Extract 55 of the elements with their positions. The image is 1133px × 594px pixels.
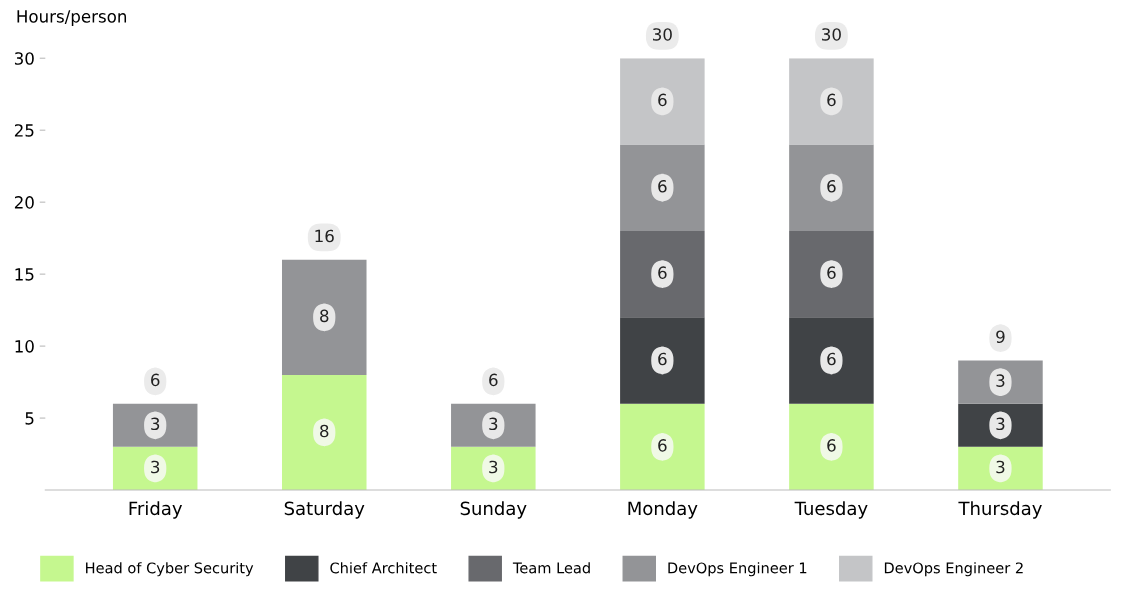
data-label: 3 xyxy=(151,460,160,474)
x-tick-label: Saturday xyxy=(284,501,365,519)
y-tick-label: 10 xyxy=(15,340,34,353)
legend-label: Team Lead xyxy=(512,562,590,574)
total-label: 9 xyxy=(996,330,1005,344)
y-axis-title: Hours/person xyxy=(17,10,127,26)
legend-label: Chief Architect xyxy=(330,562,437,574)
total-label: 16 xyxy=(315,229,334,243)
y-tick-label: 15 xyxy=(15,268,34,281)
bar xyxy=(620,144,705,231)
bar xyxy=(789,58,874,145)
bar xyxy=(789,403,874,491)
bar xyxy=(620,317,705,404)
y-tick-label: 20 xyxy=(14,196,34,209)
data-label: 6 xyxy=(658,439,667,452)
bar xyxy=(281,259,367,375)
legend-label: DevOps Engineer 1 xyxy=(668,562,807,577)
x-tick-label: Friday xyxy=(129,501,183,519)
data-label: 6 xyxy=(658,266,667,279)
data-label: 6 xyxy=(827,179,836,193)
x-tick-label: Sunday xyxy=(460,501,527,519)
total-label: 6 xyxy=(151,373,160,387)
x-tick-label: Monday xyxy=(628,501,698,519)
data-label: 6 xyxy=(658,179,667,193)
bar xyxy=(620,403,705,491)
legend-label: Head of Cyber Security xyxy=(86,562,254,577)
data-label: 3 xyxy=(996,417,1005,431)
data-label: 6 xyxy=(827,439,836,452)
data-label: 3 xyxy=(151,417,160,431)
data-label: 3 xyxy=(489,417,498,431)
data-label: 6 xyxy=(827,93,836,107)
data-label: 6 xyxy=(658,352,667,366)
data-label: 6 xyxy=(827,266,836,279)
x-tick-label: Tuesday xyxy=(794,501,868,519)
bar xyxy=(789,230,874,318)
data-label: 8 xyxy=(320,309,329,323)
total-label: 6 xyxy=(489,373,498,387)
data-label: 3 xyxy=(996,460,1005,474)
bar xyxy=(281,374,367,491)
data-label: 3 xyxy=(996,374,1005,387)
legend-label: DevOps Engineer 2 xyxy=(884,562,1023,577)
y-tick-label: 25 xyxy=(14,124,34,137)
bar xyxy=(789,317,874,404)
total-label: 30 xyxy=(653,28,672,41)
y-tick-label: 30 xyxy=(14,52,34,65)
data-label: 3 xyxy=(489,460,498,474)
y-tick-label: 5 xyxy=(25,412,34,425)
bar xyxy=(789,144,874,231)
data-label: 8 xyxy=(320,424,329,438)
x-tick-label: Thursday xyxy=(958,501,1042,519)
total-label: 30 xyxy=(822,28,841,41)
data-label: 6 xyxy=(658,93,667,107)
data-label: 6 xyxy=(827,352,836,366)
bar xyxy=(620,58,705,145)
bar xyxy=(620,230,705,318)
